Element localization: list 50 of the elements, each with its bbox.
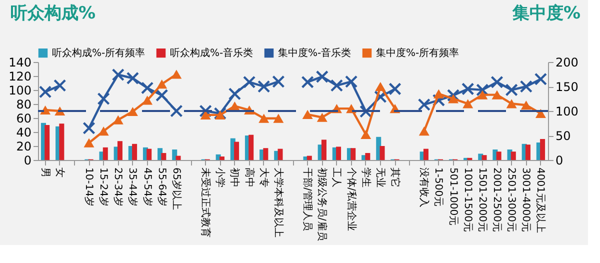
x-tick-label: 15-24岁	[98, 168, 110, 207]
x-tick-label: 高中	[243, 168, 256, 188]
y-axis-title: 听众构成%	[10, 4, 96, 24]
x-tick-label: 3001-4000元	[520, 168, 532, 232]
x-tick-label: 大专	[258, 168, 270, 188]
y2-axis-title: 集中度%	[511, 4, 580, 24]
y2-tick-label: 200	[556, 56, 578, 70]
y-tick-label: 0	[24, 154, 32, 168]
y2-tick-label: 150	[556, 80, 578, 94]
y2-tick-label: 0	[556, 154, 564, 168]
y-tick-label: 60	[16, 112, 32, 126]
y2-tick-label: 50	[556, 129, 571, 143]
x-tick-label: 学生	[360, 168, 372, 188]
x-tick-label: 55-64岁	[156, 168, 168, 207]
x-tick-label: 其它	[389, 168, 401, 188]
y2-tick-label: 100	[556, 104, 578, 118]
x-tick-label: 25-34岁	[112, 168, 124, 207]
x-tick-label: 未受过正式教育	[200, 168, 212, 238]
x-tick-label: 45-54岁	[141, 168, 154, 207]
x-tick-label: 10-14岁	[83, 168, 95, 207]
y-tick-label: 100	[8, 84, 32, 98]
y-tick-label: 120	[8, 70, 32, 84]
legend-label: 听众构成%-音乐类	[170, 47, 254, 60]
y-tick-label: 80	[16, 98, 32, 112]
x-tick-label: 501-1000元	[447, 168, 458, 226]
x-tick-label: 无业	[374, 168, 386, 188]
y-tick-label: 20	[16, 140, 32, 154]
x-tick-label: 65岁以上	[170, 168, 182, 210]
x-tick-label: 1-500元	[432, 168, 444, 207]
x-tick-label: 大学本科及以上	[272, 168, 284, 238]
legend-label: 集中度%-所有频率	[376, 47, 460, 60]
x-tick-label: 初中	[228, 168, 241, 188]
legend-label: 集中度%-音乐类	[278, 47, 352, 60]
x-tick-label: 小学	[214, 168, 226, 188]
x-tick-label: 初级公务员/雇员	[316, 168, 328, 241]
x-tick-label: 男	[39, 168, 50, 178]
x-tick-label: 1501-2000元	[476, 168, 488, 232]
x-tick-label: 2001-2500元	[491, 168, 502, 232]
x-tick-label: 没有收入	[418, 168, 430, 208]
x-tick-label: 工人	[330, 168, 342, 188]
y-tick-label: 40	[16, 126, 32, 140]
x-tick-label: 35-44岁	[126, 168, 139, 207]
x-tick-label: 1001-1500元	[462, 168, 473, 232]
y-tick-label: 140	[8, 56, 32, 70]
legend-label: 听众构成%-所有频率	[52, 47, 146, 60]
x-tick-label: 2501-3000元	[506, 168, 517, 232]
x-tick-label: 个体/私营企业	[345, 168, 358, 231]
x-tick-label: 女	[54, 168, 66, 178]
x-tick-label: 干部/管理人员	[302, 168, 314, 231]
x-tick-label: 4001元及以上	[534, 168, 547, 233]
